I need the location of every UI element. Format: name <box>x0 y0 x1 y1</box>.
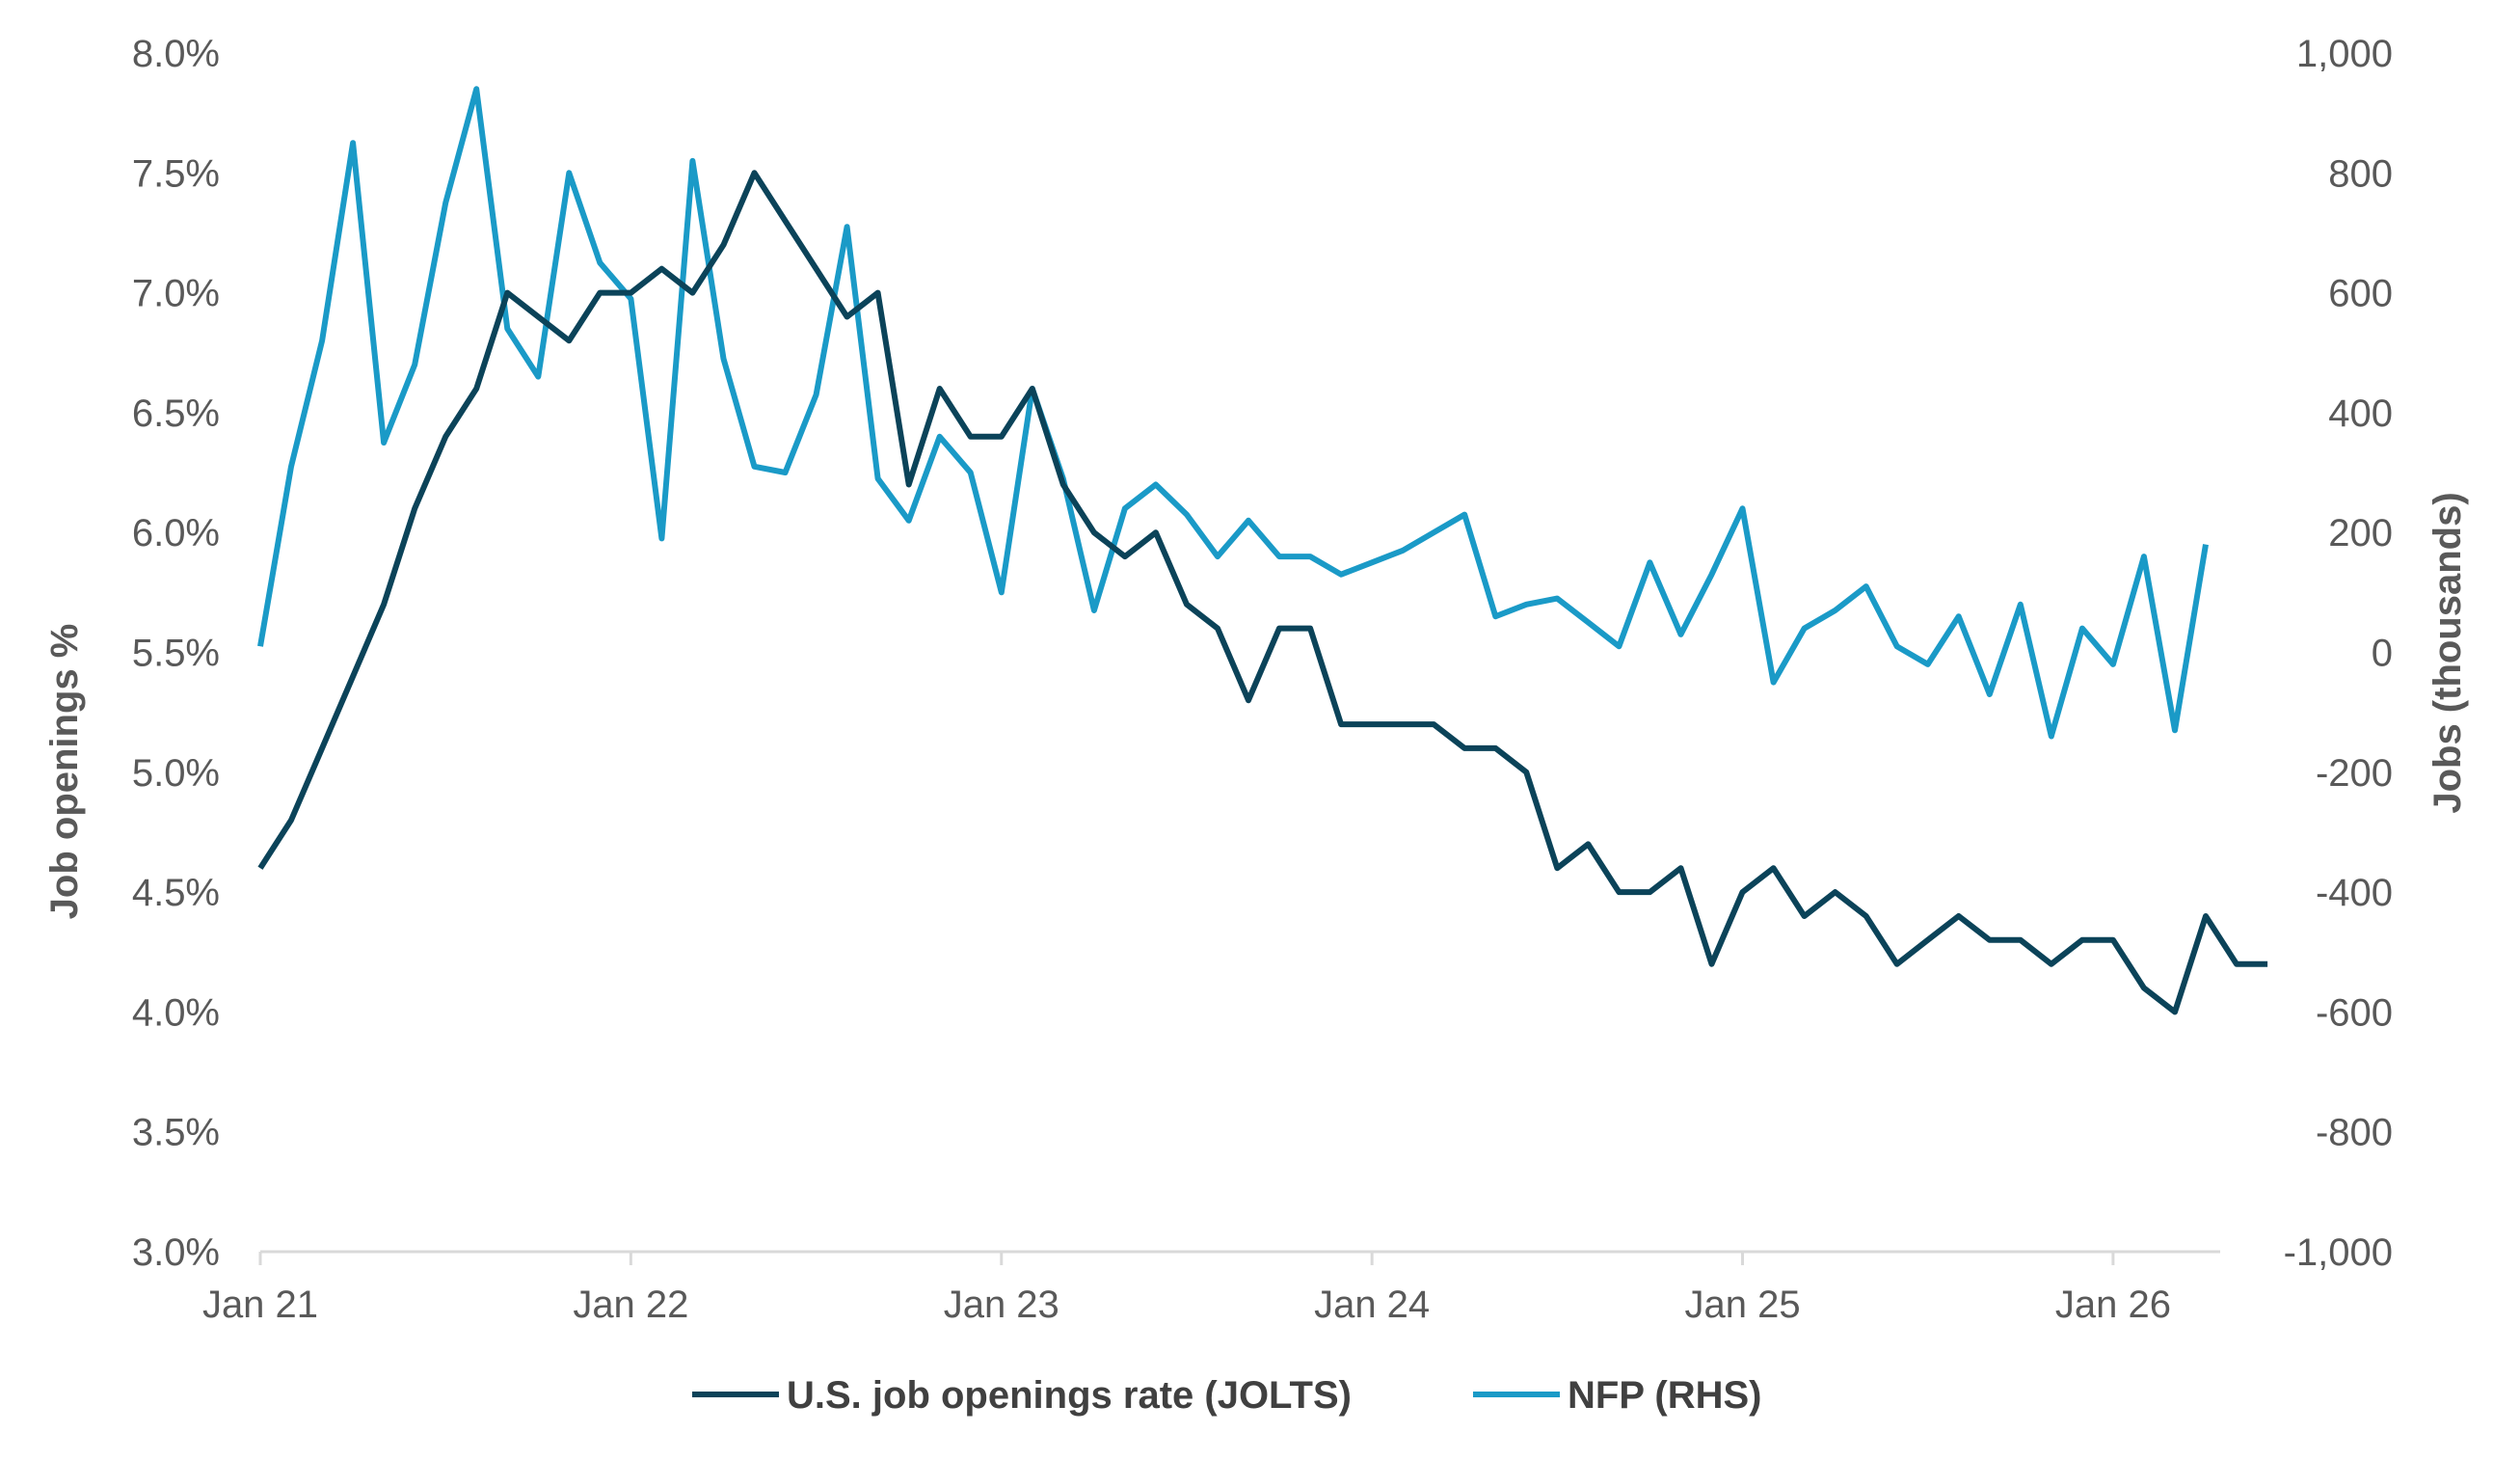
left-tick-label: 4.5% <box>132 872 220 914</box>
left-tick-label: 6.5% <box>132 392 220 435</box>
right-tick-label: -200 <box>2316 752 2393 795</box>
right-axis-title: Jobs (thousands) <box>2426 492 2469 813</box>
right-tick-label: -800 <box>2316 1112 2393 1154</box>
legend: U.S. job openings rate (JOLTS) NFP (RHS) <box>692 1374 1761 1417</box>
left-axis-ticks: 3.0% 3.5% 4.0% 4.5% 5.0% 5.5% 6.0% 6.5% 7.0% 7.5%… <box>132 33 220 1274</box>
right-tick-label: 400 <box>2328 392 2393 435</box>
left-tick-label: 3.0% <box>132 1231 220 1274</box>
right-tick-label: -400 <box>2316 872 2393 914</box>
left-tick-label: 6.0% <box>132 512 220 554</box>
left-tick-label: 4.0% <box>132 991 220 1034</box>
x-tick-label: Jan 25 <box>1684 1284 1800 1326</box>
right-tick-label: 1,000 <box>2296 33 2393 75</box>
right-axis-ticks: -1,000 -800 -600 -400 -200 0 200 400 600 800 1,000 <box>2284 33 2393 1274</box>
left-tick-label: 3.5% <box>132 1112 220 1154</box>
right-tick-label: 0 <box>2372 633 2393 675</box>
series-line-jolts <box>257 170 2268 1015</box>
x-tick-label: Jan 26 <box>2055 1284 2171 1326</box>
series-line-nfp <box>257 86 2209 740</box>
legend-label-nfp: NFP (RHS) <box>1568 1374 1761 1417</box>
legend-label-jolts: U.S. job openings rate (JOLTS) <box>787 1374 1352 1417</box>
right-tick-label: 600 <box>2328 273 2393 315</box>
left-tick-label: 8.0% <box>132 33 220 75</box>
x-axis-ticks: Jan 21 Jan 22 Jan 23 Jan 24 Jan 25 Jan 26 <box>202 1252 2171 1326</box>
x-tick-label: Jan 24 <box>1314 1284 1430 1326</box>
right-tick-label: -600 <box>2316 991 2393 1034</box>
series-layer <box>257 86 2268 1015</box>
left-axis-title: Job openings % <box>43 624 86 920</box>
right-tick-label: 200 <box>2328 512 2393 554</box>
x-tick-label: Jan 21 <box>202 1284 318 1326</box>
x-tick-label: Jan 23 <box>944 1284 1059 1326</box>
right-tick-label: 800 <box>2328 152 2393 195</box>
left-tick-label: 5.5% <box>132 633 220 675</box>
x-tick-label: Jan 22 <box>573 1284 688 1326</box>
left-tick-label: 7.5% <box>132 152 220 195</box>
left-tick-label: 7.0% <box>132 273 220 315</box>
right-tick-label: -1,000 <box>2284 1231 2393 1274</box>
left-tick-label: 5.0% <box>132 752 220 795</box>
